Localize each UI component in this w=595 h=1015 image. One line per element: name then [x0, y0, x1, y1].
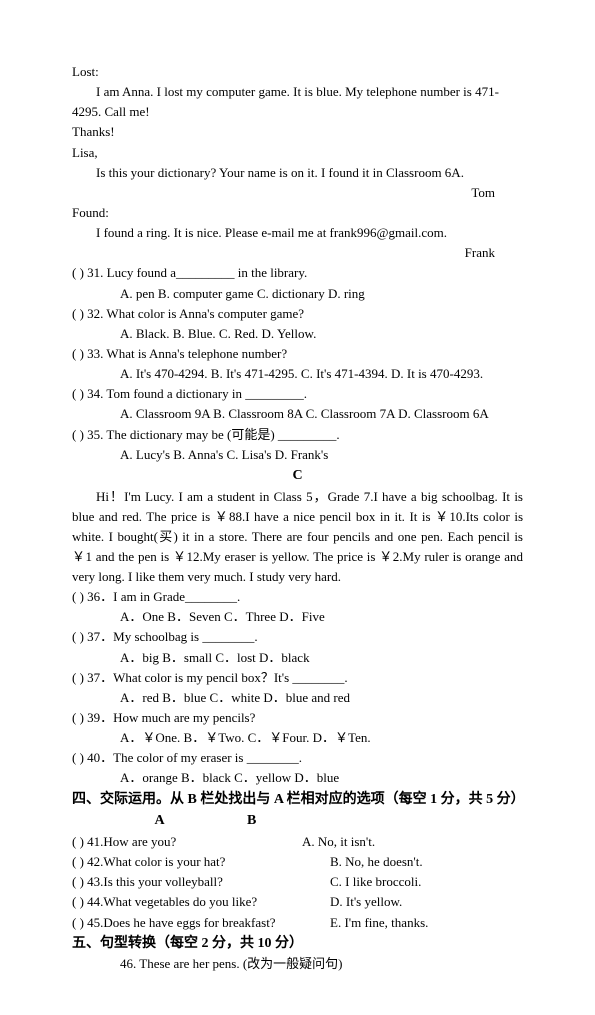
q32-stem: ( ) 32. What color is Anna's computer ga… — [72, 304, 523, 324]
sec4-q41: ( ) 41.How are you? — [72, 832, 302, 852]
q35-opts: A. Lucy's B. Anna's C. Lisa's D. Frank's — [72, 445, 523, 465]
sec4-a42: B. No, he doesn't. — [330, 852, 423, 872]
sec5-title: 五、句型转换（每空 2 分，共 10 分） — [72, 933, 523, 955]
q35-stem-a: ( ) 35. The dictionary may be ( — [72, 427, 231, 442]
found-header: Found: — [72, 203, 523, 223]
lost-header: Lost: — [72, 62, 523, 82]
sec4-row-45: ( ) 45.Does he have eggs for breakfast? … — [72, 913, 523, 933]
q32-opts: A. Black. B. Blue. C. Red. D. Yellow. — [72, 324, 523, 344]
sec4-row-41: ( ) 41.How are you? A. No, it isn't. — [72, 832, 523, 852]
q35-stem-b: ) _________. — [270, 427, 339, 442]
sec4-a44: D. It's yellow. — [330, 892, 402, 912]
letter-body: Is this your dictionary? Your name is on… — [72, 163, 523, 183]
lost-body: I am Anna. I lost my computer game. It i… — [72, 82, 523, 122]
passage-c-cn: 买 — [158, 529, 174, 544]
q31-stem: ( ) 31. Lucy found a_________ in the lib… — [72, 263, 523, 283]
sec4-a43: C. I like broccoli. — [330, 872, 421, 892]
sec4-q42: ( ) 42.What color is your hat? — [72, 852, 330, 872]
q31-opts: A. pen B. computer game C. dictionary D.… — [72, 284, 523, 304]
found-sig: Frank — [72, 243, 523, 263]
q34-stem: ( ) 34. Tom found a dictionary in ______… — [72, 384, 523, 404]
q39-opts: A．￥One. B．￥Two. C．￥Four. D．￥Ten. — [72, 728, 523, 748]
sec5-q46: 46. These are her pens. (改为一般疑问句) — [72, 954, 523, 974]
found-body: I found a ring. It is nice. Please e-mai… — [72, 223, 523, 243]
sec4-q45: ( ) 45.Does he have eggs for breakfast? — [72, 913, 330, 933]
q37a-stem: ( ) 37．My schoolbag is ________. — [72, 627, 523, 647]
sec4-row-44: ( ) 44.What vegetables do you like? D. I… — [72, 892, 523, 912]
passage-c: Hi！I'm Lucy. I am a student in Class 5，G… — [72, 487, 523, 588]
lost-thanks: Thanks! — [72, 122, 523, 142]
sec4-col-a: A — [72, 810, 247, 832]
sec4-a45: E. I'm fine, thanks. — [330, 913, 428, 933]
q37a-opts: A．big B．small C．lost D．black — [72, 648, 523, 668]
sec4-a41: A. No, it isn't. — [302, 832, 375, 852]
q37b-stem: ( ) 37．What color is my pencil box？It's … — [72, 668, 523, 688]
letter-sig: Tom — [72, 183, 523, 203]
q33-opts: A. It's 470-4294. B. It's 471-4295. C. I… — [72, 364, 523, 384]
sec4-q44: ( ) 44.What vegetables do you like? — [72, 892, 330, 912]
sec4-title: 四、交际运用。从 B 栏处找出与 A 栏相对应的选项（每空 1 分，共 5 分） — [72, 789, 523, 811]
letter-to: Lisa, — [72, 143, 523, 163]
q36-stem: ( ) 36．I am in Grade________. — [72, 587, 523, 607]
q39-stem: ( ) 39．How much are my pencils? — [72, 708, 523, 728]
section-c-title: C — [72, 465, 523, 487]
q35-stem-cn: 可能是 — [231, 427, 270, 442]
q34-opts: A. Classroom 9A B. Classroom 8A C. Class… — [72, 404, 523, 424]
sec4-col-b: B — [247, 810, 417, 832]
q33-stem: ( ) 33. What is Anna's telephone number? — [72, 344, 523, 364]
q40-stem: ( ) 40．The color of my eraser is _______… — [72, 748, 523, 768]
q35-stem: ( ) 35. The dictionary may be (可能是) ____… — [72, 425, 523, 445]
q40-opts: A．orange B．black C．yellow D．blue — [72, 768, 523, 788]
sec4-row-43: ( ) 43.Is this your volleyball? C. I lik… — [72, 872, 523, 892]
sec4-row-42: ( ) 42.What color is your hat? B. No, he… — [72, 852, 523, 872]
q37b-opts: A．red B．blue C．white D．blue and red — [72, 688, 523, 708]
q36-opts: A．One B．Seven C．Three D．Five — [72, 607, 523, 627]
sec4-q43: ( ) 43.Is this your volleyball? — [72, 872, 330, 892]
